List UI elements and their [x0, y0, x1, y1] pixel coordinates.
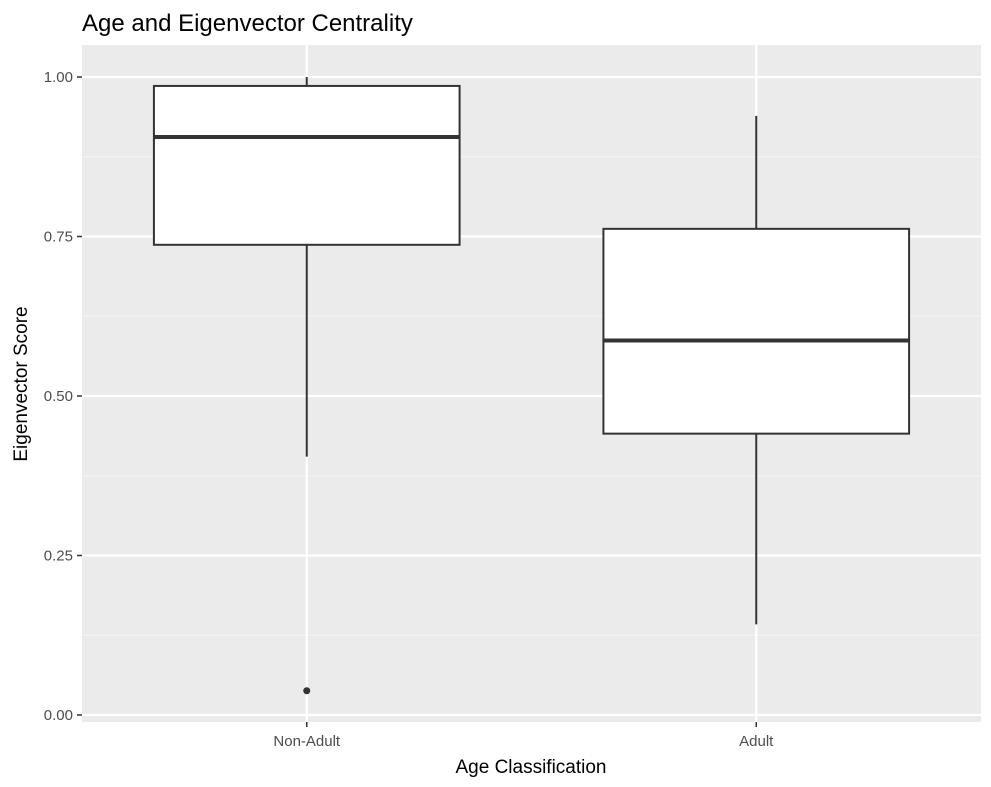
outlier-point — [303, 687, 311, 695]
box-non-adult — [152, 77, 461, 695]
x-tick-label: Adult — [739, 733, 774, 750]
x-tick-label: Non-Adult — [273, 733, 341, 750]
y-axis: 0.00 0.25 0.50 0.75 1.00 — [44, 69, 82, 724]
y-axis-title: Eigenvector Score — [11, 306, 32, 461]
y-tick-label: 0.75 — [44, 229, 73, 246]
y-tick-label: 0.25 — [44, 548, 73, 565]
y-tick-label: 1.00 — [44, 69, 73, 86]
y-tick-label: 0.00 — [44, 707, 73, 724]
y-tick-label: 0.50 — [44, 388, 73, 405]
x-axis-title: Age Classification — [455, 757, 606, 778]
chart-title: Age and Eigenvector Centrality — [82, 10, 413, 37]
iqr-box — [602, 227, 911, 435]
x-axis: Non-Adult Adult — [273, 722, 774, 750]
box-adult — [602, 115, 911, 625]
iqr-box — [152, 84, 461, 246]
box-layer — [152, 77, 911, 695]
